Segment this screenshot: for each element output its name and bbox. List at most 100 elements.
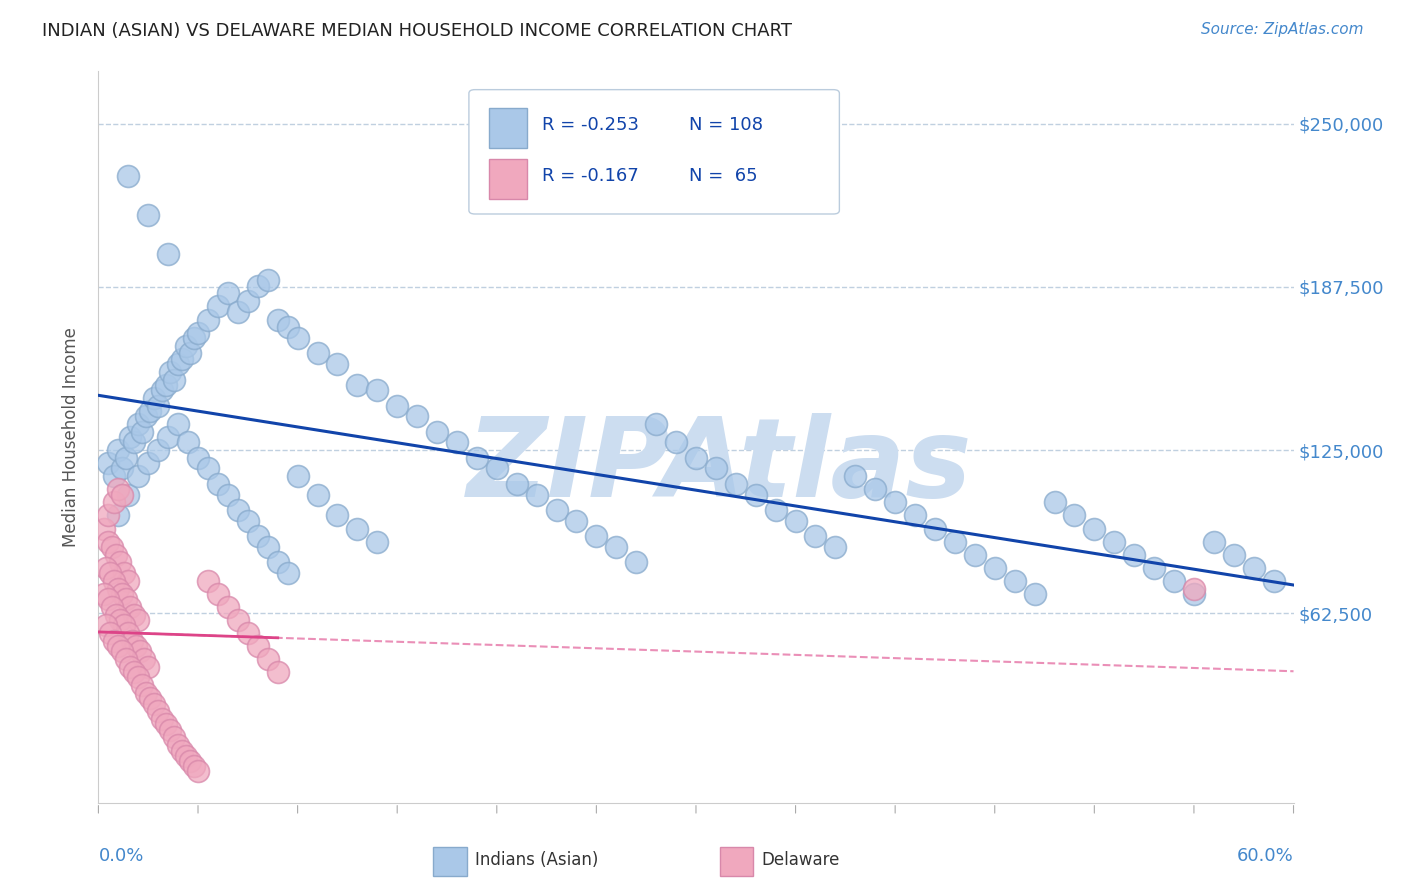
Point (125, 639, 148, 653)
Point (226, 503, 249, 517)
FancyBboxPatch shape (470, 90, 839, 214)
Point (127, 417, 149, 431)
Point (485, 461, 508, 475)
Point (129, 644, 152, 658)
Point (117, 626, 139, 640)
Point (131, 678, 153, 692)
Point (103, 574, 125, 588)
Point (111, 461, 134, 475)
Point (111, 487, 134, 501)
Point (1123, 548, 1146, 562)
Point (1182, 587, 1205, 601)
Point (326, 357, 349, 371)
Point (155, 377, 177, 392)
Point (121, 633, 143, 648)
Point (246, 278, 269, 293)
Point (115, 450, 138, 465)
Point (267, 556, 290, 570)
Point (105, 548, 128, 562)
Point (150, 383, 173, 397)
Point (98, 626, 122, 640)
Point (103, 633, 125, 648)
Point (197, 461, 219, 475)
Point (287, 331, 309, 345)
Point (183, 759, 205, 773)
Point (765, 503, 787, 517)
Point (426, 425, 449, 439)
Point (103, 495, 125, 509)
Point (167, 357, 190, 371)
Point (93, 521, 115, 535)
Point (785, 514, 807, 528)
Point (904, 508, 927, 523)
Point (197, 312, 219, 326)
Point (143, 391, 166, 405)
Point (267, 665, 290, 680)
Point (256, 540, 278, 554)
Point (105, 607, 128, 622)
Point (207, 477, 229, 491)
FancyBboxPatch shape (720, 847, 754, 876)
Point (155, 717, 177, 731)
Point (197, 574, 219, 588)
Point (685, 450, 707, 465)
Point (446, 435, 468, 450)
FancyBboxPatch shape (489, 108, 527, 148)
Point (704, 461, 727, 475)
Point (1263, 574, 1285, 588)
Point (111, 587, 134, 601)
Point (107, 508, 129, 523)
Point (605, 540, 627, 554)
Point (103, 469, 125, 483)
Point (865, 483, 887, 497)
Point (385, 399, 409, 413)
Point (366, 383, 388, 397)
Point (924, 521, 946, 535)
Point (97, 534, 120, 549)
Point (187, 450, 209, 465)
Y-axis label: Median Household Income: Median Household Income (62, 327, 80, 547)
Point (127, 613, 149, 627)
Text: Indians (Asian): Indians (Asian) (475, 851, 598, 869)
Point (745, 487, 768, 501)
Point (139, 691, 162, 706)
Point (174, 748, 197, 763)
Point (117, 574, 139, 588)
Point (97, 508, 120, 523)
Text: N =  65: N = 65 (689, 167, 758, 185)
Point (226, 613, 249, 627)
Point (565, 514, 588, 528)
Point (112, 566, 135, 580)
Point (112, 618, 135, 632)
Point (120, 430, 142, 444)
Point (150, 712, 173, 726)
Point (1104, 534, 1126, 549)
Point (124, 607, 146, 622)
Text: Source: ZipAtlas.com: Source: ZipAtlas.com (1201, 22, 1364, 37)
Point (236, 294, 259, 309)
Point (1202, 534, 1225, 549)
Point (287, 469, 309, 483)
Point (167, 417, 190, 431)
Point (187, 326, 209, 340)
Point (207, 587, 229, 601)
Point (277, 320, 299, 334)
Point (135, 686, 157, 700)
Point (1004, 574, 1026, 588)
Point (1024, 587, 1046, 601)
Point (148, 399, 170, 413)
Point (183, 331, 205, 345)
Point (177, 435, 200, 450)
Point (117, 487, 139, 501)
Point (179, 754, 201, 768)
Point (506, 477, 529, 491)
Point (135, 409, 157, 424)
Point (326, 508, 349, 523)
Point (107, 443, 129, 458)
Text: INDIAN (ASIAN) VS DELAWARE MEDIAN HOUSEHOLD INCOME CORRELATION CHART: INDIAN (ASIAN) VS DELAWARE MEDIAN HOUSEH… (42, 22, 792, 40)
Point (134, 652, 156, 666)
Point (172, 351, 194, 366)
FancyBboxPatch shape (433, 847, 467, 876)
Point (526, 487, 548, 501)
Point (465, 450, 488, 465)
